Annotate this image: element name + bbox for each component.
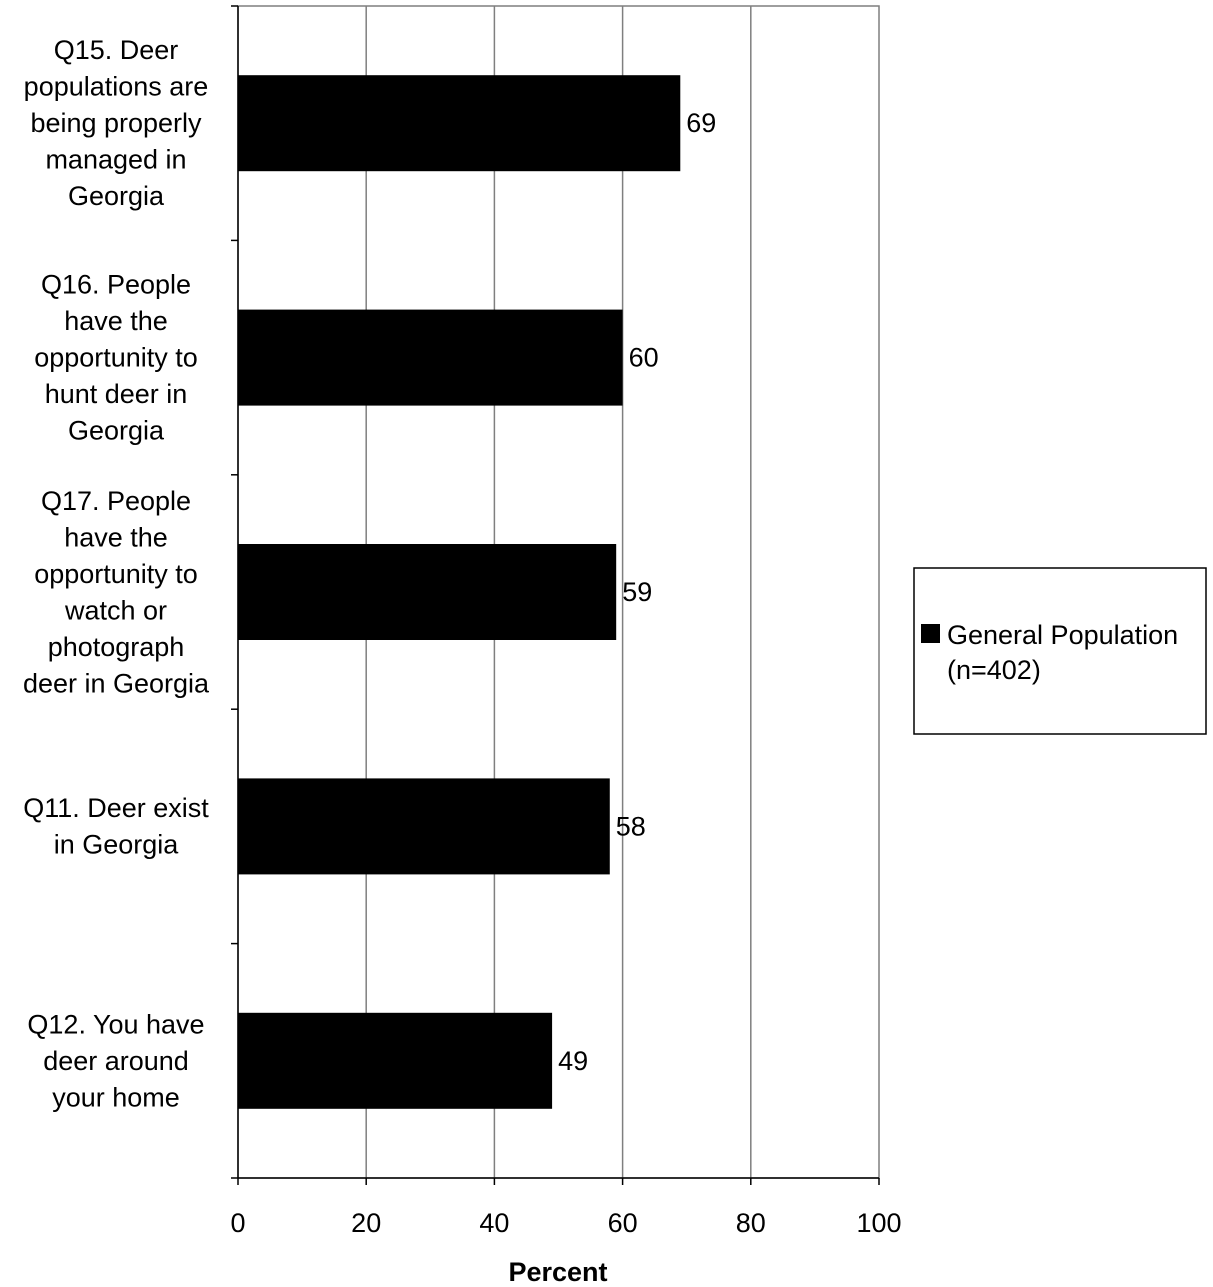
category-label-line: populations are <box>24 72 209 102</box>
category-label-line: have the <box>64 306 168 336</box>
x-tick-label: 20 <box>351 1208 381 1238</box>
bar <box>238 1012 553 1109</box>
category-label: Q17. People have the opportunity to watch o… <box>23 486 210 699</box>
category-label: Q11. Deer exist in Georgia <box>23 793 209 860</box>
category-label-line: Q17. People <box>41 486 191 516</box>
category-label: Q15. Deer populations are being properly ma… <box>24 35 209 211</box>
category-label-line: have the <box>64 522 168 552</box>
x-tick-label: 60 <box>608 1208 638 1238</box>
category-label-line: opportunity to <box>34 343 198 373</box>
category-label-line: opportunity to <box>34 559 198 589</box>
bar-data-label: 59 <box>622 577 652 607</box>
x-tick-label: 0 <box>230 1208 245 1238</box>
bar <box>238 75 681 172</box>
bars <box>238 75 681 1109</box>
category-label-line: deer in Georgia <box>23 668 210 698</box>
category-label-line: hunt deer in <box>45 379 188 409</box>
category-label-line: deer around <box>43 1046 189 1076</box>
category-label-line: Georgia <box>68 416 165 446</box>
category-label-line: being properly <box>30 108 202 138</box>
bar-data-label: 69 <box>686 108 716 138</box>
bar-data-label: 49 <box>558 1046 588 1076</box>
category-label-line: in Georgia <box>54 830 180 860</box>
legend-line: (n=402) <box>947 655 1041 685</box>
bar-data-label: 60 <box>629 343 659 373</box>
category-label-line: watch or <box>64 595 167 625</box>
legend-series-name: General Population (n=402) <box>947 620 1178 685</box>
x-tick-label: 80 <box>736 1208 766 1238</box>
bar <box>238 778 610 875</box>
category-label-line: Q11. Deer exist <box>23 793 209 823</box>
category-label: Q16. People have the opportunity to hunt de… <box>34 270 198 446</box>
legend-line: General Population <box>947 620 1178 650</box>
category-label: Q12. You have deer around your home <box>27 1009 204 1112</box>
x-axis-title: Percent <box>508 1257 607 1287</box>
x-tick-label: 40 <box>479 1208 509 1238</box>
bar <box>238 309 623 406</box>
category-labels: Q15. Deer populations are being properly ma… <box>23 35 210 1112</box>
x-tick-label: 100 <box>856 1208 901 1238</box>
category-label-line: Q16. People <box>41 270 191 300</box>
bar <box>238 544 617 640</box>
bar-data-label: 58 <box>616 811 646 841</box>
legend-box <box>913 567 1207 735</box>
data-labels: 69 60 59 58 49 <box>558 108 716 1076</box>
legend-label: General Population (n=402) <box>947 620 1178 685</box>
category-label-line: Q15. Deer <box>54 35 179 65</box>
category-label-line: your home <box>52 1082 180 1112</box>
category-label-line: managed in <box>45 145 186 175</box>
x-tick-labels: 0 20 40 60 80 100 <box>230 1208 901 1238</box>
legend: General Population (n=402) <box>913 567 1207 735</box>
category-label-line: Q12. You have <box>27 1009 204 1039</box>
category-label-line: Georgia <box>68 181 165 211</box>
legend-swatch <box>921 624 940 643</box>
category-label-line: photograph <box>48 632 185 662</box>
